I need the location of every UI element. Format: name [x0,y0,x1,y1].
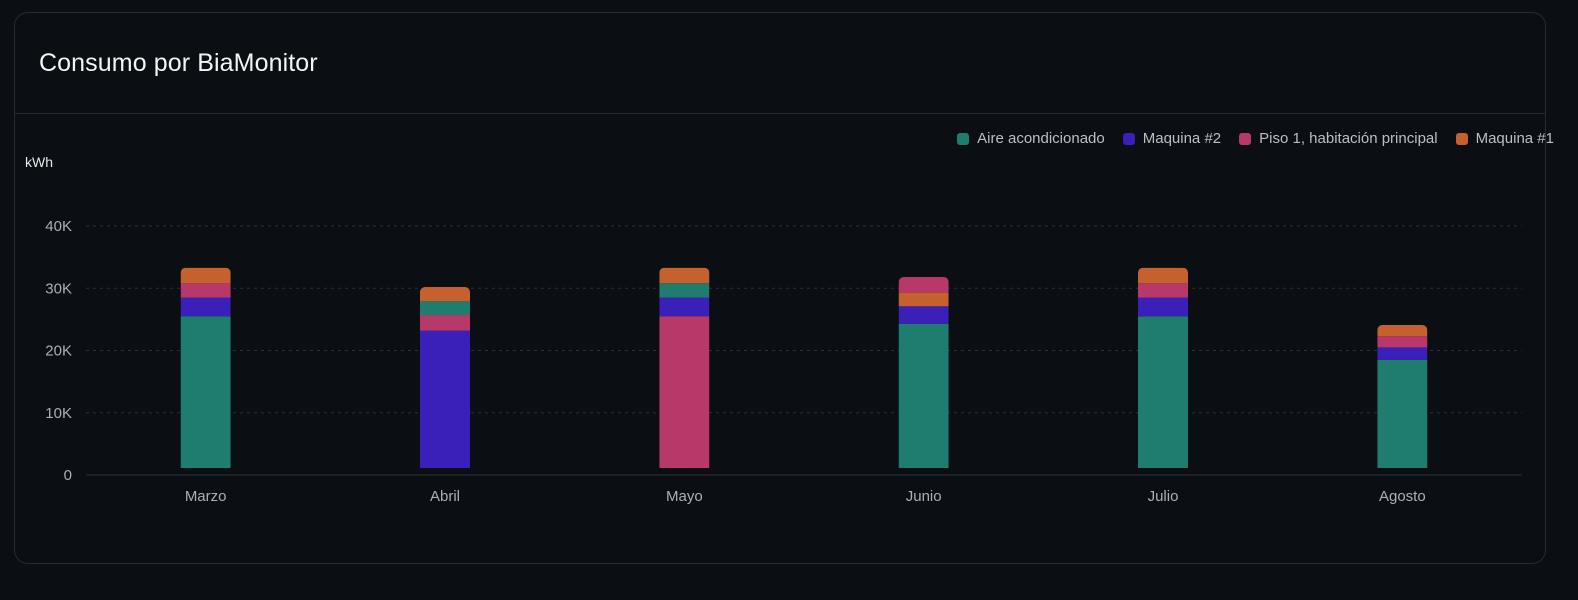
card-title: Consumo por BiaMonitor [39,49,318,77]
bar-segment[interactable] [420,301,470,316]
legend-swatch [1455,132,1468,145]
bar-segment[interactable] [420,330,470,468]
bar-segment[interactable] [898,323,949,468]
bar-segment[interactable] [898,306,949,324]
bar-segment[interactable] [1138,267,1188,284]
legend-swatch [1122,132,1135,145]
card-header: Consumo por BiaMonitor [15,13,1545,114]
bar-segment[interactable] [420,287,470,302]
bar-stack[interactable] [420,287,470,468]
x-tick-label: Agosto [1379,488,1426,505]
legend-label: Maquina #1 [1475,130,1554,147]
x-tick-label: Julio [1148,488,1179,505]
x-tick-label: Mayo [666,488,703,505]
y-tick-label: 10K [45,405,72,422]
bar-segment[interactable] [180,316,231,468]
y-tick-label: 30K [45,280,72,297]
legend-item[interactable]: Piso 1, habitación principal [1239,130,1438,147]
bar-segment[interactable] [180,283,231,298]
bar-segment[interactable] [1138,283,1188,298]
bar-stack[interactable] [659,267,710,468]
y-axis-unit-label: kWh [25,154,53,170]
bar-segment[interactable] [1377,324,1428,337]
bar-segment[interactable] [180,267,231,284]
y-tick-label: 0 [64,467,72,484]
legend-item[interactable]: Aire acondicionado [957,130,1105,147]
bar-segment[interactable] [180,297,231,317]
bar-segment[interactable] [898,292,949,307]
bar-stack[interactable] [1138,267,1188,468]
bar-stack[interactable] [180,267,231,468]
chart-legend: Aire acondicionado Maquina #2 Piso 1, habi… [957,130,1554,147]
y-tick-label: 40K [45,218,72,235]
x-tick-label: Marzo [185,488,227,505]
bar-segment[interactable] [420,315,470,331]
x-tick-label: Junio [906,488,942,505]
bar-segment[interactable] [1138,316,1188,468]
legend-label: Maquina #2 [1142,130,1222,147]
bar-segment[interactable] [1377,347,1428,360]
bar-segment[interactable] [898,277,949,293]
bar-segment[interactable] [659,297,710,317]
bar-segment[interactable] [659,267,710,284]
x-tick-label: Abril [430,488,460,505]
y-tick-label: 20K [45,343,72,360]
legend-label: Aire acondicionado [977,130,1105,147]
legend-item[interactable]: Maquina #1 [1455,130,1554,147]
bar-segment[interactable] [659,283,710,298]
bar-stack[interactable] [898,277,949,468]
bar-segment[interactable] [1377,336,1428,348]
legend-label: Piso 1, habitación principal [1259,130,1438,147]
bar-segment[interactable] [1377,359,1428,468]
bar-segment[interactable] [1138,297,1188,317]
bar-stack[interactable] [1377,324,1428,468]
bar-segment[interactable] [659,316,710,468]
legend-swatch [1239,132,1252,145]
legend-swatch [957,132,970,145]
legend-item[interactable]: Maquina #2 [1122,130,1222,147]
